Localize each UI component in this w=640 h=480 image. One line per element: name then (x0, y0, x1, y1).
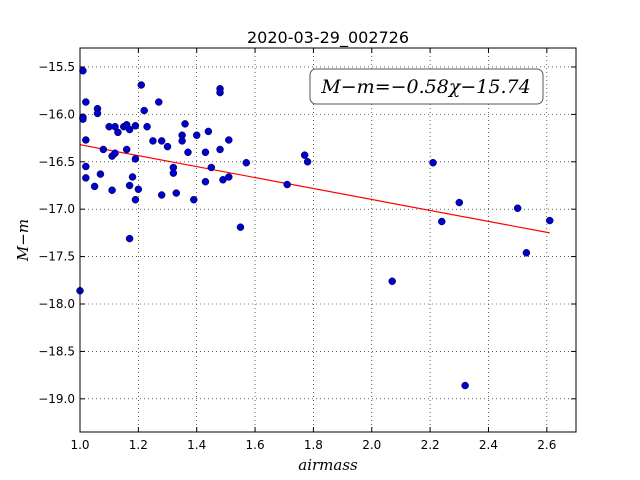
plot-frame (79, 47, 577, 433)
data-point (134, 185, 143, 194)
grid-lines (79, 48, 576, 432)
data-point (125, 125, 134, 134)
data-point (216, 145, 224, 154)
data-point (93, 109, 102, 118)
data-point (461, 381, 469, 390)
x-tick-label: 1.2 (129, 438, 148, 452)
x-axis-label: airmass (298, 456, 358, 474)
data-point (140, 106, 148, 115)
data-point (143, 122, 151, 131)
data-point (149, 137, 157, 145)
fit-equation-text: M−m=−0.58χ−15.74 (320, 76, 530, 98)
data-point (216, 88, 224, 97)
data-point (125, 181, 134, 190)
x-tick-label: 2.2 (421, 438, 440, 452)
data-point (513, 204, 522, 212)
data-point (225, 173, 233, 181)
data-point (201, 177, 210, 186)
data-point (163, 142, 172, 151)
x-tick-label: 2.4 (479, 438, 498, 452)
x-tick-label: 1.0 (70, 438, 89, 452)
data-point (303, 158, 312, 166)
data-point (455, 198, 464, 207)
data-point (114, 128, 122, 137)
data-point (522, 249, 531, 257)
data-point (242, 158, 251, 167)
data-point (300, 151, 309, 159)
data-point (79, 67, 87, 75)
y-tick-label: −16.5 (38, 155, 75, 169)
data-point (131, 155, 140, 163)
data-point (82, 162, 90, 171)
data-point (128, 173, 137, 181)
data-point (96, 170, 105, 178)
y-tick-label: −18.0 (38, 297, 75, 311)
data-point (82, 98, 90, 106)
fit-line-segment (79, 144, 550, 234)
x-tick-label: 2.6 (537, 438, 556, 452)
data-point (283, 180, 291, 189)
y-tick-label: −19.0 (38, 392, 75, 406)
data-point (181, 120, 189, 128)
fit-equation-frame (309, 68, 544, 105)
data-point (190, 195, 198, 204)
data-point (131, 121, 140, 130)
data-point (79, 115, 87, 123)
data-point (201, 148, 210, 157)
data-point (207, 163, 216, 172)
data-point (157, 137, 166, 145)
data-point (236, 223, 245, 231)
data-point (82, 136, 90, 144)
data-point (438, 217, 446, 226)
data-point (90, 182, 99, 191)
x-tick-labels: 1.0 1.2 1.4 1.6 1.8 2.0 2.2 2.4 2.6 (70, 438, 556, 452)
x-tick-label: 1.8 (304, 438, 323, 452)
data-point (137, 81, 146, 89)
data-point (111, 149, 119, 157)
y-tick-label: −15.5 (38, 60, 75, 74)
data-point (545, 216, 554, 225)
data-point (172, 189, 181, 197)
data-point (155, 98, 163, 106)
y-tick-label: −16.0 (38, 107, 75, 121)
data-point (157, 191, 166, 199)
data-point (429, 158, 437, 167)
data-point (131, 195, 140, 204)
data-point (99, 145, 108, 154)
x-tick-label: 2.0 (362, 438, 381, 452)
data-point (125, 234, 134, 243)
x-tick-label: 1.6 (246, 438, 265, 452)
data-point (388, 277, 396, 285)
data-points (76, 67, 554, 390)
data-point (122, 145, 131, 154)
chart-title: 2020-03-29_002726 (247, 28, 409, 48)
data-point (178, 137, 186, 145)
fit-line (79, 144, 550, 234)
y-axis-label: M−m (14, 219, 32, 262)
data-point (184, 148, 192, 157)
fit-equation-box: M−m=−0.58χ−15.74 (309, 68, 544, 105)
data-point (225, 136, 233, 144)
data-point (204, 127, 213, 136)
plot-area (80, 48, 576, 432)
data-point (82, 174, 90, 182)
data-point (108, 186, 116, 194)
x-tick-label: 1.4 (187, 438, 206, 452)
y-tick-labels: −15.5 −16.0 −16.5 −17.0 −17.5 −18.0 −18.5 −19.0 (38, 60, 75, 406)
data-point (192, 131, 201, 139)
y-tick-label: −18.5 (38, 344, 75, 358)
data-point (169, 169, 178, 177)
y-tick-label: −17.0 (38, 202, 75, 216)
y-tick-label: −17.5 (38, 250, 75, 264)
